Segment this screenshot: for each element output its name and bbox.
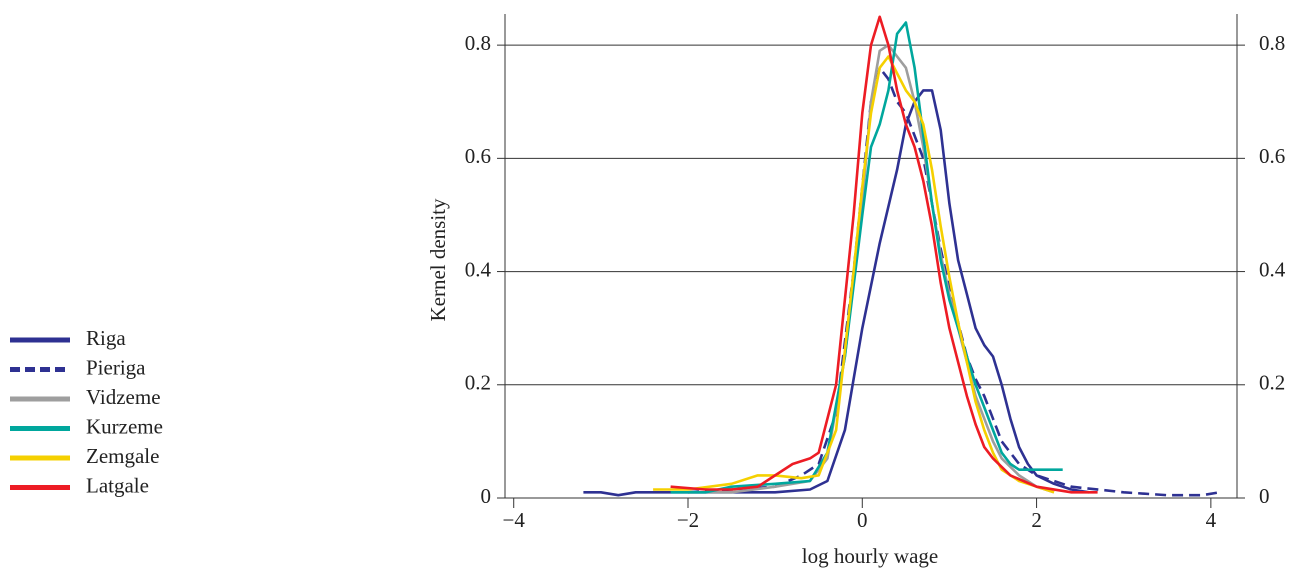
series-line <box>653 55 1055 494</box>
x-tick-label: 2 <box>1031 508 1042 532</box>
y2-tick-label: 0.6 <box>1259 144 1285 168</box>
legend-label: Vidzeme <box>86 385 161 409</box>
x-axis-label: log hourly wage <box>802 544 938 568</box>
series-line <box>583 89 1090 497</box>
series-line <box>670 15 1098 494</box>
y-tick-label: 0.2 <box>465 371 491 395</box>
x-tick-label: 4 <box>1206 508 1217 532</box>
y2-tick-label: 0.4 <box>1259 257 1286 281</box>
y2-tick-label: 0.2 <box>1259 371 1285 395</box>
series-line <box>670 21 1063 494</box>
y-tick-label: 0 <box>481 484 492 508</box>
y2-tick-label: 0.8 <box>1259 31 1285 55</box>
y-tick-label: 0.8 <box>465 31 491 55</box>
y-tick-label: 0.4 <box>465 257 492 281</box>
x-tick-label: −4 <box>503 508 526 532</box>
x-tick-label: 0 <box>857 508 868 532</box>
legend-label: Pieriga <box>86 355 146 379</box>
legend-label: Latgale <box>86 473 149 497</box>
y2-tick-label: 0 <box>1259 484 1270 508</box>
y-tick-label: 0.6 <box>465 144 491 168</box>
series-line <box>687 66 1220 497</box>
legend-label: Kurzeme <box>86 414 163 438</box>
legend-label: Riga <box>86 326 126 350</box>
y-axis-label: Kernel density <box>426 198 450 322</box>
x-tick-label: −2 <box>677 508 699 532</box>
legend-label: Zemgale <box>86 444 159 468</box>
